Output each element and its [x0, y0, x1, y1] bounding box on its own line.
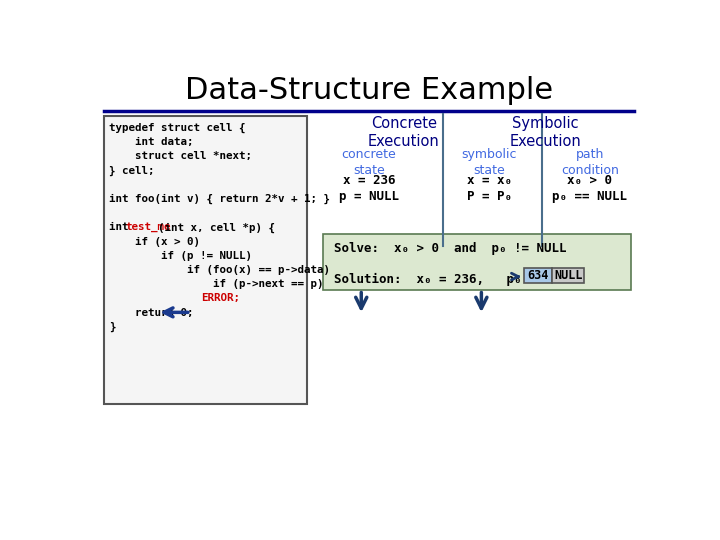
FancyBboxPatch shape	[524, 268, 552, 284]
Text: Concrete
Execution: Concrete Execution	[368, 116, 440, 149]
Text: (int x, cell *p) {: (int x, cell *p) {	[158, 222, 275, 233]
Text: x = x₀: x = x₀	[467, 174, 512, 187]
Text: P = P₀: P = P₀	[467, 190, 512, 202]
FancyBboxPatch shape	[104, 116, 307, 403]
Text: x = 236: x = 236	[343, 174, 395, 187]
Text: x₀ > 0: x₀ > 0	[567, 174, 613, 187]
FancyBboxPatch shape	[552, 268, 585, 284]
Text: int: int	[109, 222, 135, 232]
FancyBboxPatch shape	[323, 234, 631, 289]
Text: ERROR;: ERROR;	[201, 294, 240, 303]
Text: Symbolic
Execution: Symbolic Execution	[510, 116, 582, 149]
Text: }: }	[109, 322, 116, 332]
Text: Solution:  x₀ = 236,   p₀: Solution: x₀ = 236, p₀	[334, 273, 521, 286]
Text: p₀ == NULL: p₀ == NULL	[552, 190, 627, 202]
Text: path
condition: path condition	[561, 148, 618, 177]
Text: symbolic
state: symbolic state	[462, 148, 517, 177]
Text: return 0;: return 0;	[109, 308, 194, 318]
Text: Data-Structure Example: Data-Structure Example	[185, 76, 553, 105]
Text: struct cell *next;: struct cell *next;	[109, 151, 253, 161]
Text: typedef struct cell {: typedef struct cell {	[109, 123, 246, 133]
Text: 634: 634	[527, 269, 549, 282]
Text: NULL: NULL	[554, 269, 582, 282]
Text: int foo(int v) { return 2*v + 1; }: int foo(int v) { return 2*v + 1; }	[109, 194, 330, 204]
Text: p = NULL: p = NULL	[339, 190, 399, 202]
Text: if (p->next == p): if (p->next == p)	[109, 279, 324, 289]
Text: Solve:  x₀ > 0  and  p₀ != NULL: Solve: x₀ > 0 and p₀ != NULL	[334, 242, 567, 255]
Text: } cell;: } cell;	[109, 165, 155, 176]
Text: concrete
state: concrete state	[341, 148, 397, 177]
Text: int data;: int data;	[109, 137, 194, 147]
Text: if (p != NULL): if (p != NULL)	[109, 251, 253, 261]
Text: test_me: test_me	[125, 222, 171, 232]
Text: if (foo(x) == p->data): if (foo(x) == p->data)	[109, 265, 330, 275]
Text: if (x > 0): if (x > 0)	[109, 237, 200, 247]
